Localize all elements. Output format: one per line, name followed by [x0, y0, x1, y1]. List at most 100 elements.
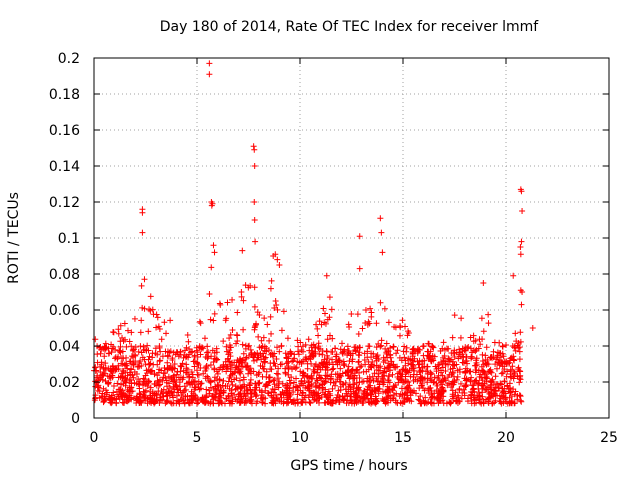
data-point — [100, 399, 107, 406]
data-point — [348, 368, 355, 375]
data-point — [402, 357, 409, 364]
data-point — [153, 324, 160, 331]
data-point — [391, 323, 398, 330]
data-point — [517, 329, 524, 336]
data-point — [493, 365, 500, 372]
data-point — [409, 389, 416, 396]
data-point — [305, 383, 312, 390]
data-point — [323, 348, 330, 355]
data-point — [345, 363, 352, 370]
data-point — [220, 387, 227, 394]
data-point — [152, 345, 159, 352]
data-point — [414, 350, 421, 357]
data-point — [386, 379, 393, 386]
data-point — [316, 382, 323, 389]
data-point — [485, 400, 492, 407]
data-point — [193, 367, 200, 374]
data-point — [510, 272, 517, 279]
data-point — [264, 321, 271, 328]
data-point — [123, 360, 130, 367]
data-point — [309, 353, 316, 360]
data-point — [381, 305, 388, 312]
data-point — [236, 391, 243, 398]
data-point — [297, 368, 304, 375]
data-point — [467, 334, 474, 341]
data-point — [451, 312, 458, 319]
data-point — [268, 330, 275, 337]
data-point — [459, 359, 466, 366]
data-point — [179, 389, 186, 396]
data-point — [440, 377, 447, 384]
data-point — [387, 397, 394, 404]
data-point — [370, 377, 377, 384]
data-point — [410, 358, 417, 365]
data-point — [390, 383, 397, 390]
data-point — [489, 376, 496, 383]
data-point — [365, 343, 372, 350]
data-point — [403, 385, 410, 392]
data-point — [209, 200, 216, 207]
data-point — [210, 317, 217, 324]
data-point — [253, 392, 260, 399]
data-point — [255, 371, 262, 377]
data-point — [293, 375, 300, 382]
data-point — [378, 342, 385, 349]
data-point — [186, 373, 193, 380]
data-point — [439, 345, 446, 352]
data-point — [117, 322, 124, 329]
data-point — [189, 371, 196, 378]
data-point — [417, 367, 424, 374]
data-point — [258, 389, 265, 396]
data-point — [208, 264, 215, 271]
data-point — [180, 374, 187, 381]
data-point — [394, 347, 401, 354]
data-point — [271, 360, 278, 367]
data-point — [433, 365, 440, 372]
data-point — [222, 383, 229, 390]
data-point — [449, 334, 456, 341]
data-point — [107, 399, 114, 406]
data-point — [470, 338, 477, 345]
data-point — [207, 361, 214, 368]
data-point — [415, 396, 422, 403]
data-point — [211, 365, 218, 372]
data-point — [236, 356, 243, 363]
data-point — [302, 341, 309, 348]
data-point — [146, 353, 153, 360]
data-point — [168, 376, 175, 383]
data-point — [322, 391, 329, 398]
data-point — [470, 332, 477, 339]
data-point — [158, 336, 165, 343]
data-point — [128, 343, 135, 350]
data-point — [175, 353, 182, 360]
data-point — [329, 366, 336, 373]
data-point — [189, 348, 196, 355]
data-point — [184, 366, 191, 373]
data-point — [122, 382, 129, 389]
data-point — [203, 386, 210, 393]
data-point — [250, 143, 257, 150]
data-point — [211, 394, 218, 401]
data-point — [308, 372, 315, 379]
data-point — [313, 375, 320, 382]
data-point — [355, 359, 362, 366]
data-point — [510, 375, 517, 382]
data-point — [186, 346, 193, 353]
data-point — [379, 249, 386, 256]
y-tick-label: 0 — [71, 411, 80, 427]
data-point — [349, 356, 356, 363]
data-point — [271, 386, 278, 393]
data-point — [484, 384, 491, 391]
data-point — [473, 367, 480, 374]
data-point — [142, 397, 149, 404]
data-point — [497, 395, 504, 402]
data-point — [220, 338, 227, 345]
data-point — [490, 348, 497, 355]
data-point — [191, 352, 198, 359]
data-point — [125, 397, 132, 404]
data-point — [295, 387, 302, 394]
data-point — [263, 345, 270, 352]
data-point — [346, 324, 353, 331]
data-point — [240, 376, 247, 383]
data-point — [228, 400, 235, 407]
